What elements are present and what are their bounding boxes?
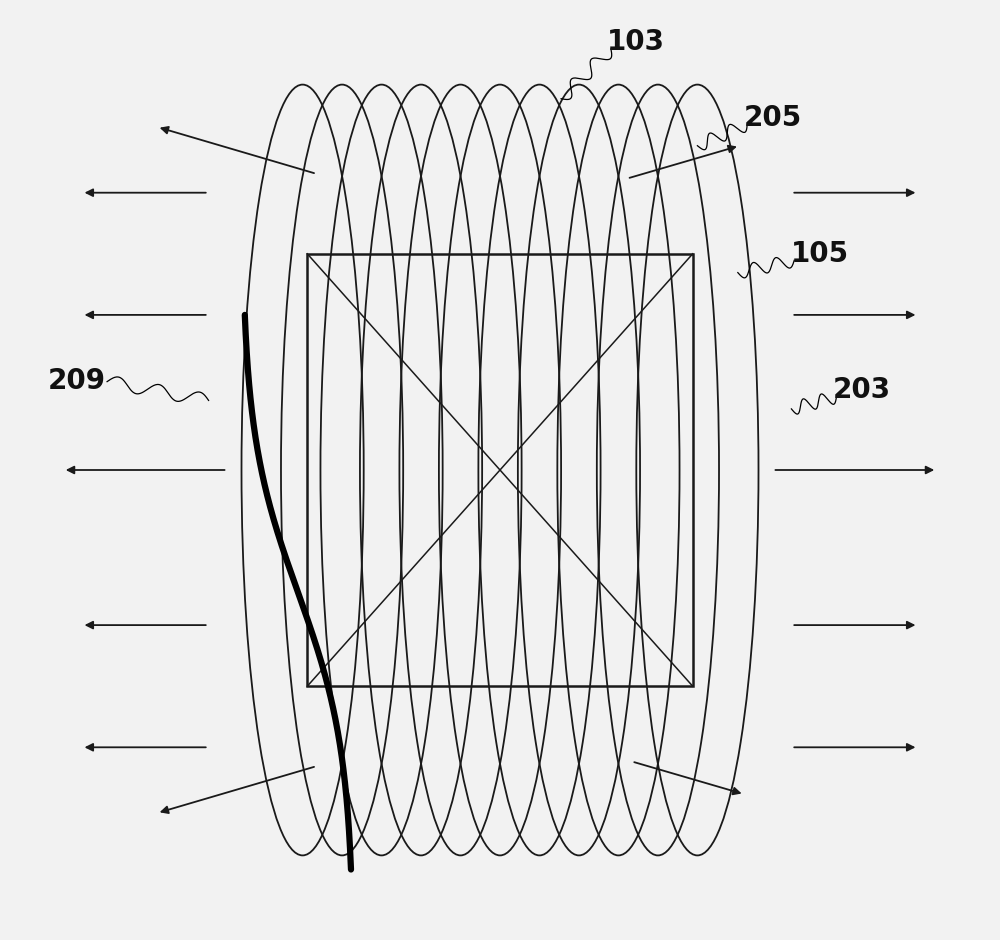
Bar bbox=[307, 254, 693, 686]
Text: 205: 205 bbox=[743, 103, 802, 132]
Text: 203: 203 bbox=[833, 376, 891, 404]
Text: 105: 105 bbox=[791, 240, 849, 268]
Text: 209: 209 bbox=[48, 367, 106, 395]
Text: 103: 103 bbox=[607, 28, 665, 56]
